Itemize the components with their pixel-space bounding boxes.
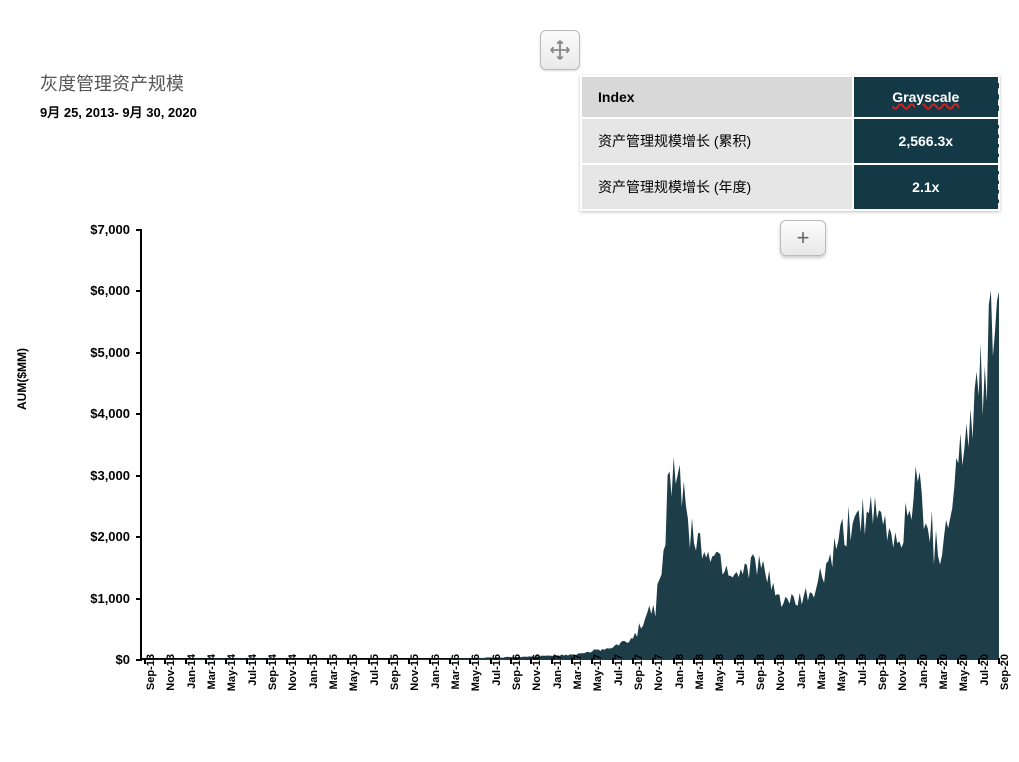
x-tick-label: Jul-16 bbox=[491, 654, 503, 714]
x-tick-label: Jul-19 bbox=[857, 654, 869, 714]
move-handle[interactable] bbox=[540, 30, 580, 70]
x-tick-label: Sep-17 bbox=[633, 654, 645, 714]
plot-area: Sep-13Nov-13Jan-14Mar-14May-14Jul-14Sep-… bbox=[140, 230, 1000, 660]
table-header-grayscale: Grayscale bbox=[853, 76, 999, 118]
x-tick-label: May-16 bbox=[470, 654, 482, 714]
table-row: 资产管理规模增长 (累积) 2,566.3x bbox=[581, 118, 999, 164]
area-series bbox=[145, 290, 999, 660]
metric-label-annual: 资产管理规模增长 (年度) bbox=[581, 164, 853, 210]
x-tick-label: Sep-15 bbox=[389, 654, 401, 714]
x-tick-label: Jul-15 bbox=[369, 654, 381, 714]
x-tick-label: Nov-18 bbox=[775, 654, 787, 714]
y-tick-label: $5,000 bbox=[50, 345, 130, 360]
x-tick-label: Sep-13 bbox=[145, 654, 157, 714]
y-tick-label: $3,000 bbox=[50, 468, 130, 483]
metric-value-cumulative: 2,566.3x bbox=[853, 118, 999, 164]
x-tick-label: Nov-14 bbox=[287, 654, 299, 714]
x-tick-label: Sep-16 bbox=[511, 654, 523, 714]
chart-header: 灰度管理资产规模 9月 25, 2013- 9月 30, 2020 bbox=[40, 70, 197, 121]
x-tick-label: Nov-13 bbox=[165, 654, 177, 714]
y-tick-label: $7,000 bbox=[50, 222, 130, 237]
x-tick-label: Jul-18 bbox=[735, 654, 747, 714]
y-tick-label: $6,000 bbox=[50, 283, 130, 298]
x-tick-label: May-19 bbox=[836, 654, 848, 714]
y-tick-label: $1,000 bbox=[50, 591, 130, 606]
x-tick-label: Mar-18 bbox=[694, 654, 706, 714]
x-tick-label: Jul-14 bbox=[247, 654, 259, 714]
x-tick-label: May-20 bbox=[958, 654, 970, 714]
x-tick-label: Jan-17 bbox=[552, 654, 564, 714]
metrics-table: Index Grayscale 资产管理规模增长 (累积) 2,566.3x 资… bbox=[580, 75, 1000, 211]
y-tick-label: $0 bbox=[50, 652, 130, 667]
y-tick-label: $4,000 bbox=[50, 406, 130, 421]
x-tick-label: Mar-20 bbox=[938, 654, 950, 714]
x-tick-label: Jan-15 bbox=[308, 654, 320, 714]
x-tick-label: May-15 bbox=[348, 654, 360, 714]
table-row: 资产管理规模增长 (年度) 2.1x bbox=[581, 164, 999, 210]
x-tick-label: Jan-14 bbox=[186, 654, 198, 714]
x-tick-label: Nov-17 bbox=[653, 654, 665, 714]
chart-subtitle: 9月 25, 2013- 9月 30, 2020 bbox=[40, 102, 197, 121]
area-chart-svg bbox=[142, 230, 1002, 660]
x-tick-label: May-17 bbox=[592, 654, 604, 714]
x-tick-label: Jan-16 bbox=[430, 654, 442, 714]
x-tick-label: Jul-17 bbox=[613, 654, 625, 714]
x-tick-label: May-14 bbox=[226, 654, 238, 714]
x-tick-label: Sep-20 bbox=[999, 654, 1011, 714]
x-tick-label: Sep-19 bbox=[877, 654, 889, 714]
x-tick-label: Mar-16 bbox=[450, 654, 462, 714]
x-tick-label: Nov-16 bbox=[531, 654, 543, 714]
x-tick-label: Nov-15 bbox=[409, 654, 421, 714]
x-tick-label: Jan-19 bbox=[796, 654, 808, 714]
x-tick-label: Jul-20 bbox=[979, 654, 991, 714]
move-arrows-icon bbox=[549, 39, 571, 61]
x-tick-label: Nov-19 bbox=[897, 654, 909, 714]
metric-value-annual: 2.1x bbox=[853, 164, 999, 210]
table-header-row: Index Grayscale bbox=[581, 76, 999, 118]
x-tick-label: May-18 bbox=[714, 654, 726, 714]
x-tick-label: Jan-18 bbox=[674, 654, 686, 714]
x-tick-label: Jan-20 bbox=[918, 654, 930, 714]
chart-container: AUM($MM) Sep-13Nov-13Jan-14Mar-14May-14J… bbox=[20, 230, 1005, 740]
x-tick-label: Mar-19 bbox=[816, 654, 828, 714]
metric-label-cumulative: 资产管理规模增长 (累积) bbox=[581, 118, 853, 164]
x-tick-label: Mar-14 bbox=[206, 654, 218, 714]
x-tick-label: Mar-15 bbox=[328, 654, 340, 714]
y-tick-label: $2,000 bbox=[50, 529, 130, 544]
chart-title: 灰度管理资产规模 bbox=[40, 70, 197, 96]
x-tick-label: Mar-17 bbox=[572, 654, 584, 714]
x-tick-label: Sep-14 bbox=[267, 654, 279, 714]
x-tick-label: Sep-18 bbox=[755, 654, 767, 714]
table-header-index: Index bbox=[581, 76, 853, 118]
y-axis-label: AUM($MM) bbox=[15, 348, 29, 410]
